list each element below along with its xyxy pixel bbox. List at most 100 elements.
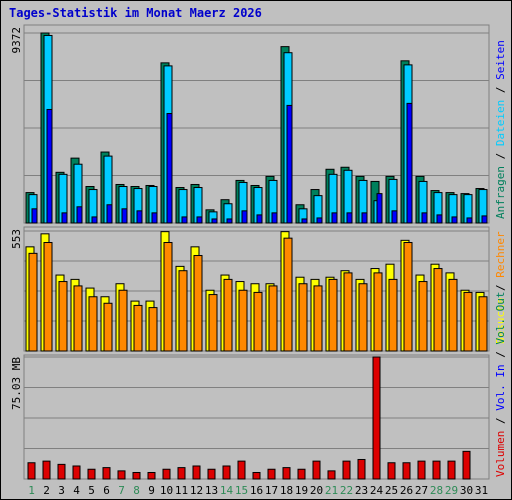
x-tick-label-day-8: 8 [133,484,140,497]
x-tick-label-day-30: 30 [460,484,473,497]
bar-rechner-day-24 [373,272,383,352]
bar-seiten-day-29 [451,216,458,224]
x-tick-label-day-13: 13 [205,484,218,497]
bar-volumen-day-27 [417,460,426,480]
bar-volumen-day-5 [87,468,96,480]
bar-seiten-day-5 [91,216,98,224]
bar-rechner-day-8 [133,304,143,352]
bar-rechner-day-30 [463,291,473,352]
legend-entry-middle-0: Besuche [494,298,507,344]
panel-bottom-frame [23,354,490,480]
x-tick-label-day-19: 19 [295,484,308,497]
x-tick-label-day-26: 26 [400,484,413,497]
legend-entry-top-1: / [494,146,507,166]
legend-entry-top-4: Seiten [494,40,507,80]
legend-entry-bottom-2: Vol. In [494,364,507,410]
bar-rechner-day-27 [418,281,428,352]
bar-volumen-day-4 [72,465,81,480]
bar-rechner-day-26 [403,242,413,352]
legend-entry-middle-2: Rechner [494,231,507,278]
bar-seiten-day-11 [181,216,188,224]
legend-entry-top-0: Anfragen [494,166,507,219]
bar-rechner-day-22 [343,272,353,352]
x-tick-label-day-11: 11 [175,484,188,497]
bar-seiten-day-25 [391,210,398,224]
bar-rechner-day-31 [478,296,488,352]
bar-volumen-day-11 [177,467,186,480]
legend-entry-bottom-4: Vol. Out [494,292,507,345]
bar-seiten-day-22 [346,212,353,224]
bar-rechner-day-29 [448,278,458,352]
x-tick-label-day-25: 25 [385,484,398,497]
x-tick-label-day-2: 2 [43,484,50,497]
bar-seiten-day-26 [406,102,413,224]
bar-volumen-day-15 [237,460,246,480]
bar-seiten-day-9 [151,212,158,224]
panel-bottom-legend: Volumen / Vol. In / Vol. Out [494,292,507,477]
x-tick-label-day-16: 16 [250,484,263,497]
bar-rechner-day-14 [223,278,233,352]
bar-seiten-day-24 [376,193,383,224]
bar-rechner-day-9 [148,307,158,352]
panel-top-max-label: 9372 [10,27,23,54]
bar-volumen-day-25 [387,462,396,480]
bar-volumen-day-24 [372,356,381,480]
bar-rechner-day-15 [238,289,248,352]
panel-bottom-max-label: 75.03 MB [10,357,23,410]
x-tick-label-day-14: 14 [220,484,234,497]
bar-rechner-day-17 [268,285,278,352]
bar-volumen-day-19 [297,468,306,480]
bar-volumen-day-23 [357,458,366,480]
bar-seiten-day-19 [301,218,308,224]
bar-volumen-day-8 [132,471,141,480]
legend-entry-bottom-1: / [494,411,507,431]
bar-rechner-day-3 [58,281,68,352]
bar-seiten-day-15 [241,210,248,224]
bar-rechner-day-20 [313,285,323,352]
bar-volumen-day-17 [267,468,276,480]
panel-middle-legend: Besuche / Rechner [494,231,507,344]
legend-entry-top-3: / [494,80,507,100]
bar-rechner-day-5 [88,296,98,352]
bar-seiten-day-23 [361,212,368,224]
bar-seiten-day-18 [286,104,293,224]
bar-seiten-day-27 [421,212,428,224]
bar-volumen-day-16 [252,471,261,480]
bar-seiten-day-6 [106,204,113,224]
bar-rechner-day-2 [43,242,53,352]
bar-rechner-day-1 [28,252,38,352]
bar-seiten-day-21 [331,212,338,224]
x-tick-label-day-18: 18 [280,484,293,497]
bar-seiten-day-10 [166,113,173,224]
x-tick-label-day-4: 4 [73,484,80,497]
bar-volumen-day-12 [192,465,201,480]
x-tick-label-day-24: 24 [370,484,384,497]
x-tick-label-day-7: 7 [118,484,125,497]
bar-seiten-day-12 [196,216,203,224]
bar-rechner-day-19 [298,283,308,352]
bar-seiten-day-20 [316,217,323,224]
bar-seiten-day-31 [481,215,488,224]
bar-volumen-day-9 [147,471,156,480]
chart-title: Tages-Statistik im Monat Maerz 2026 [9,6,262,20]
bar-seiten-day-7 [121,208,128,224]
x-tick-label-day-27: 27 [415,484,428,497]
bar-seiten-day-30 [466,217,473,224]
bar-seiten-day-3 [61,212,68,224]
bar-seiten-day-8 [136,210,143,224]
bar-rechner-day-12 [193,255,203,352]
bar-seiten-day-2 [46,108,53,224]
x-tick-label-day-31: 31 [475,484,488,497]
panel-top-legend: Anfragen / Dateien / Seiten [494,40,507,219]
x-tick-label-day-17: 17 [265,484,278,497]
bar-volumen-day-20 [312,460,321,480]
bar-volumen-day-6 [102,467,111,480]
x-tick-label-day-22: 22 [340,484,353,497]
bar-rechner-day-18 [283,237,293,352]
bar-volumen-day-18 [282,467,291,480]
bar-volumen-day-7 [117,470,126,480]
legend-entry-bottom-0: Volumen [494,431,507,477]
x-tick-label-day-5: 5 [88,484,95,497]
bar-rechner-day-6 [103,302,113,352]
bar-rechner-day-7 [118,289,128,352]
